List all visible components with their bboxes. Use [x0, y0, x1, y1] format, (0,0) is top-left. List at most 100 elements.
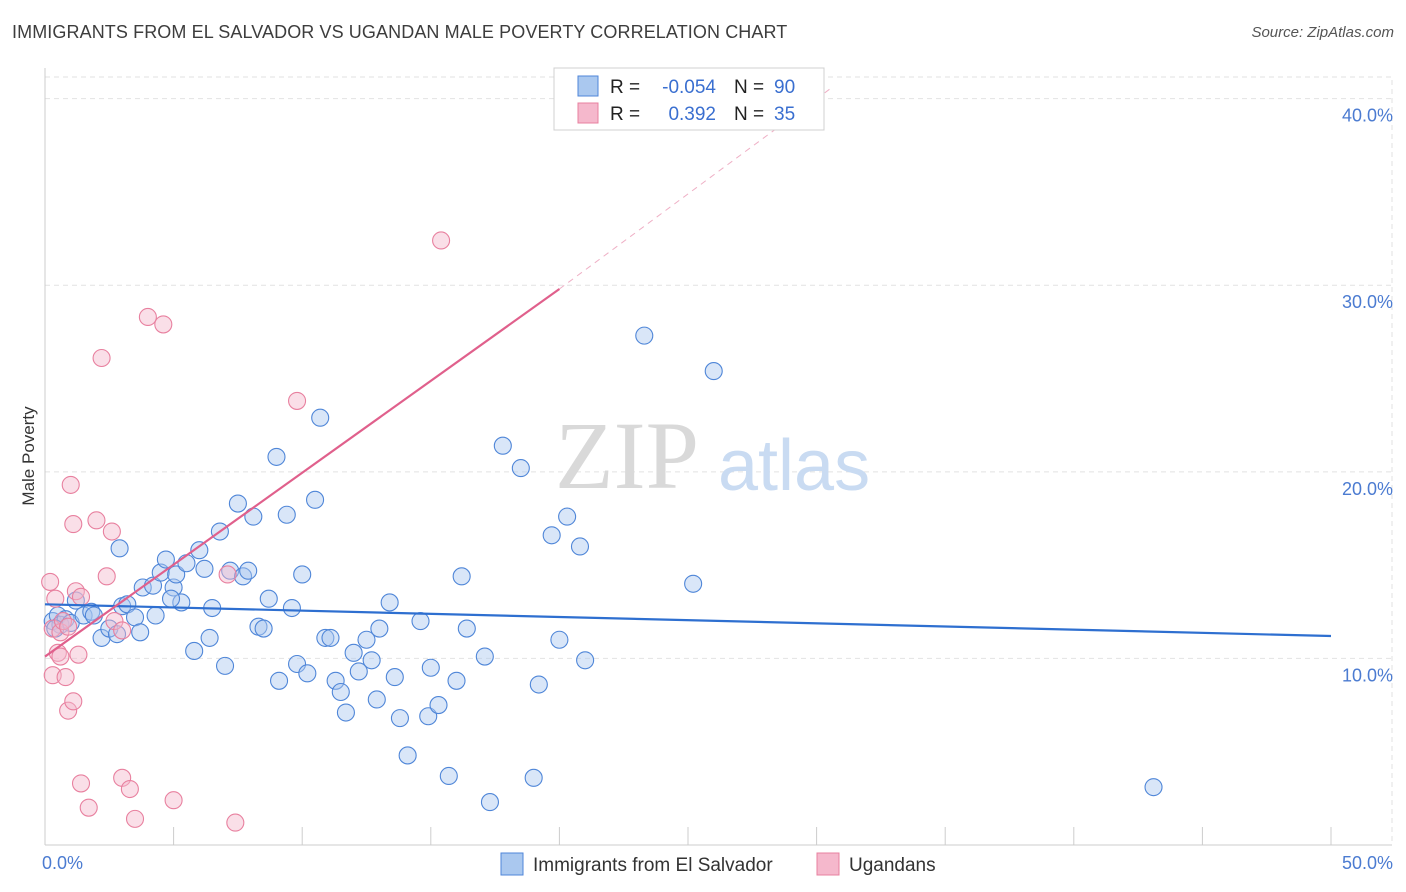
point-ugandans-8 [56, 668, 75, 687]
point-el-salvador-67 [439, 766, 458, 786]
point-el-salvador-68 [447, 671, 466, 690]
point-el-salvador-14 [110, 539, 129, 558]
point-el-salvador-49 [321, 628, 340, 647]
chart-title: IMMIGRANTS FROM EL SALVADOR VS UGANDAN M… [12, 22, 788, 42]
x-tick-label-1: 50.0% [1342, 853, 1393, 873]
point-el-salvador-46 [306, 490, 325, 509]
point-ugandans-20 [92, 348, 111, 368]
point-ugandans-7 [53, 612, 73, 631]
point-el-salvador-57 [370, 619, 389, 638]
point-el-salvador-39 [267, 447, 286, 466]
point-el-salvador-75 [524, 768, 543, 787]
point-ugandans-19 [87, 511, 106, 530]
point-el-salvador-77 [542, 526, 561, 545]
point-ugandans-12 [64, 515, 83, 534]
point-el-salvador-76 [529, 675, 548, 694]
legend-n-value-pink: 35 [774, 104, 795, 125]
series-label-blue: Immigrants from El Salvador [533, 855, 773, 876]
point-el-salvador-80 [570, 537, 590, 556]
legend-box [553, 67, 825, 131]
point-el-salvador-45 [298, 664, 317, 683]
point-ugandans-10 [59, 701, 78, 720]
point-el-salvador-51 [331, 682, 350, 702]
x-tick-label-0: 0.0% [42, 853, 83, 873]
point-el-salvador-59 [380, 593, 399, 612]
point-el-salvador-72 [480, 793, 500, 812]
point-el-salvador-54 [349, 662, 368, 681]
point-ugandans-0 [41, 572, 60, 591]
grid-lines [45, 76, 1393, 845]
legend-n-value-blue: 90 [774, 77, 795, 98]
point-ugandans-16 [71, 587, 91, 606]
source-credit: Source: ZipAtlas.com [1251, 24, 1394, 41]
point-el-salvador-61 [390, 709, 409, 728]
legend-r-label-blue: R = [610, 77, 640, 98]
trend-line-blue [44, 603, 1332, 638]
point-el-salvador-71 [475, 647, 494, 666]
tick-labels: 10.0% 20.0% 30.0% 40.0% 0.0% 50.0% [42, 106, 1393, 873]
point-el-salvador-44 [293, 565, 312, 584]
point-ugandans-29 [154, 315, 173, 334]
point-ugandans-23 [105, 612, 124, 631]
point-el-salvador-19 [156, 550, 175, 569]
point-ugandans-28 [138, 307, 157, 327]
legend-swatch-blue [577, 75, 599, 97]
point-el-salvador-83 [684, 574, 703, 593]
point-el-salvador-89 [161, 589, 181, 608]
y-axis-title: Male Poverty [19, 406, 38, 506]
point-ugandans-14 [66, 582, 85, 601]
point-el-salvador-56 [362, 651, 381, 670]
point-ugandans-17 [71, 774, 91, 793]
series-legend: Immigrants from El Salvador Ugandans [500, 852, 936, 876]
point-el-salvador-53 [344, 643, 363, 662]
point-ugandans-31 [218, 565, 237, 584]
point-ugandans-15 [69, 645, 88, 664]
point-el-salvador-73 [493, 436, 512, 455]
y-tick-label-3: 40.0% [1342, 106, 1393, 126]
point-el-salvador-79 [558, 507, 577, 526]
point-el-salvador-8 [92, 628, 111, 647]
point-el-salvador-26 [195, 559, 214, 578]
point-el-salvador-37 [254, 619, 273, 638]
point-el-salvador-47 [311, 408, 330, 427]
point-el-salvador-63 [411, 612, 430, 631]
data-points [41, 231, 1163, 832]
point-ugandans-22 [102, 522, 121, 541]
point-ugandans-30 [164, 791, 183, 810]
point-ugandans-11 [61, 475, 80, 494]
series-swatch-pink [816, 852, 840, 876]
point-ugandans-27 [125, 809, 145, 828]
point-el-salvador-88 [131, 623, 150, 642]
y-tick-label-2: 30.0% [1342, 292, 1393, 312]
point-el-salvador-60 [385, 668, 404, 687]
legend-r-value-pink: 0.392 [668, 104, 716, 125]
point-el-salvador-55 [357, 630, 376, 649]
point-el-salvador-69 [452, 567, 471, 586]
legend-swatch-pink [577, 102, 599, 124]
point-el-salvador-65 [421, 658, 440, 677]
watermark: ZIP atlas [555, 402, 870, 509]
point-el-salvador-27 [200, 628, 219, 647]
series-swatch-blue [500, 852, 524, 876]
point-el-salvador-34 [239, 561, 258, 580]
point-el-salvador-62 [398, 746, 417, 765]
legend-n-label-blue: N = [734, 77, 764, 98]
point-el-salvador-33 [233, 567, 253, 586]
point-el-salvador-41 [277, 505, 296, 524]
point-ugandans-6 [51, 647, 70, 666]
axes [44, 68, 1392, 846]
point-el-salvador-78 [550, 630, 569, 649]
point-el-salvador-74 [511, 459, 530, 478]
legend-n-label-pink: N = [734, 104, 764, 125]
point-ugandans-34 [432, 231, 451, 250]
point-ugandans-21 [97, 567, 116, 586]
point-el-salvador-52 [336, 703, 355, 722]
point-el-salvador-30 [215, 656, 235, 675]
point-el-salvador-66 [429, 696, 448, 715]
point-el-salvador-85 [1144, 778, 1163, 797]
point-ugandans-26 [120, 779, 139, 799]
point-ugandans-32 [226, 813, 245, 832]
point-el-salvador-48 [316, 628, 335, 647]
